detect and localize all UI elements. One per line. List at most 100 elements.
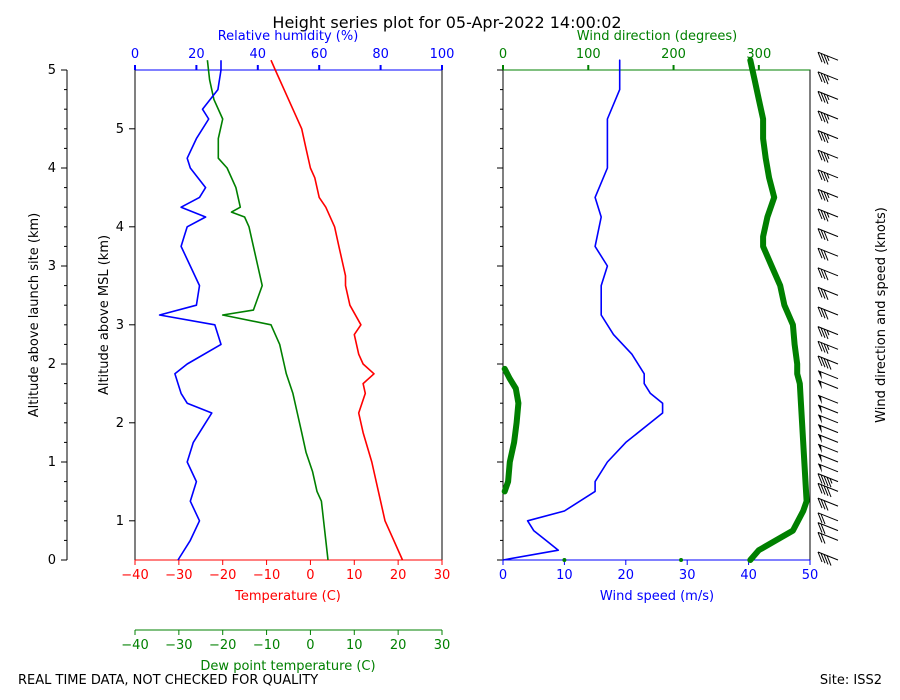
wind-barb: [817, 551, 839, 566]
wind-barb-flag: [823, 250, 829, 261]
wind-barb-flag: [817, 326, 823, 337]
wind-speed-tick-label: 50: [802, 568, 819, 583]
wind-barb-flag: [820, 523, 826, 534]
wind-barb: [817, 51, 839, 65]
wind-barb-half-flag: [826, 75, 830, 81]
wind-panel: 0 10 20 30 40 50 0 100 200 300 Wind speed (m/s) …: [497, 29, 818, 604]
wind-barb-flag: [823, 152, 829, 163]
wind-series: [501, 57, 810, 563]
inner-y-tick-label: 3: [116, 318, 124, 333]
dew-axis-tick-label: 0: [306, 638, 314, 653]
wind-barb: [817, 370, 839, 380]
wind-barb-flag: [826, 477, 832, 488]
wind-barb: [817, 473, 839, 488]
wind-speed-line: [502, 59, 664, 561]
wind-barb-half-flag: [826, 153, 830, 159]
outer-y-tick-label: 3: [48, 259, 56, 274]
wind-barb-flag: [820, 268, 826, 280]
wind-barb-flag: [826, 555, 832, 566]
wind-dir-label: Wind direction (degrees): [577, 29, 737, 44]
wind-barb-pennant: [818, 434, 822, 444]
inner-y-tick-label: 2: [116, 416, 124, 431]
wind-barb-flag: [823, 93, 829, 104]
wind-barb: [817, 228, 839, 242]
wind-barb-half-flag: [826, 114, 830, 120]
wind-barb-flag: [817, 473, 823, 484]
wind-barb-flag: [817, 169, 823, 180]
wind-speed-tick-label: 0: [499, 568, 507, 583]
wind-barb-flag: [823, 113, 829, 124]
wind-dir-tick-label: 0: [499, 47, 507, 62]
inner-y-tick-label: 1: [116, 514, 124, 529]
wind-barb-flag: [817, 130, 823, 141]
wind-barb: [817, 482, 839, 498]
wind-barb-flag: [820, 229, 826, 240]
wind-speed-label: Wind speed (m/s): [600, 589, 714, 604]
wind-barb-staff: [817, 380, 839, 389]
wind-dir-tick-label: 100: [576, 47, 601, 62]
temp-axis-tick-label: 10: [346, 568, 363, 583]
outer-y-tick-label: 1: [48, 455, 56, 470]
wind-barb-pennant: [818, 414, 822, 424]
wind-barb-staff: [817, 433, 839, 443]
wind-barb-flag: [820, 533, 826, 544]
wind-barb-half-flag: [826, 212, 830, 218]
wind-barb: [817, 306, 839, 320]
wind-barb-pennant: [818, 463, 822, 473]
temp-axis-tick-label: −40: [121, 568, 148, 583]
wind-barb-panel: Wind direction and speed (knots): [817, 51, 889, 566]
wind-barb-flag: [823, 358, 829, 369]
wind-barb-flag: [817, 497, 823, 509]
rh-axis-tick-label: 80: [372, 47, 389, 62]
temp-axis-tick-label: −20: [209, 568, 236, 583]
wind-speed-tick-label: 10: [556, 568, 573, 583]
wind-barb-pennant: [818, 395, 822, 405]
wind-barb-flag: [820, 131, 826, 142]
wind-barb-flag: [820, 190, 826, 201]
wind-barb-flag: [826, 486, 832, 498]
wind-barb-flag: [817, 150, 823, 161]
wind-barb-pennant: [818, 454, 822, 463]
wind-barb-flag: [820, 474, 826, 485]
wind-barb-flag: [823, 211, 829, 222]
wind-barb-flag: [820, 72, 826, 84]
outer-y-tick-label: 0: [48, 553, 56, 568]
wind-barb-flag: [817, 52, 823, 63]
wind-direction-point: [562, 558, 567, 562]
inner-y-tick-label: 5: [116, 122, 124, 137]
wind-barb: [817, 71, 839, 85]
inner-y-tick-label: 4: [116, 220, 124, 235]
wind-barb-flag: [817, 91, 823, 102]
wind-speed-ticks: 0 10 20 30 40 50: [499, 560, 818, 583]
wind-barb-flag: [820, 210, 826, 221]
wind-barb-staff: [817, 394, 839, 404]
wind-barb: [817, 247, 839, 261]
wind-barb-label: Wind direction and speed (knots): [874, 207, 889, 423]
wind-barb-staff: [817, 370, 839, 380]
wind-barb: [817, 169, 839, 183]
wind-barb-flag: [823, 554, 829, 565]
wind-barb-pennant: [818, 444, 822, 454]
rh-axis-label: Relative humidity (%): [218, 29, 359, 44]
wind-barb: [817, 497, 839, 511]
wind-barb-flag: [817, 306, 823, 318]
wind-barb-flag: [817, 110, 823, 122]
site-label: Site: ISS2: [819, 673, 882, 688]
wind-barb-staff: [817, 414, 839, 424]
wind-y-ticks: [497, 69, 503, 561]
wind-speed-tick-label: 40: [740, 568, 757, 583]
wind-barb-half-flag: [829, 478, 833, 484]
rh-axis-tick-label: 100: [430, 47, 455, 62]
wind-barb-flag: [823, 270, 829, 281]
wind-barb-flag: [817, 208, 823, 220]
wind-barb-flag: [820, 308, 826, 319]
wind-barb-flag: [817, 248, 823, 259]
dew-axis-ticks: −40 −30 −20 −10 0 10 20 30: [121, 630, 450, 653]
wind-barb: [817, 380, 839, 390]
wind-barb-flag: [823, 74, 829, 85]
wind-barb-flag: [820, 288, 826, 299]
temp-axis-label: Temperature (C): [234, 589, 341, 604]
wind-barb: [817, 286, 839, 300]
wind-barb: [817, 531, 839, 544]
